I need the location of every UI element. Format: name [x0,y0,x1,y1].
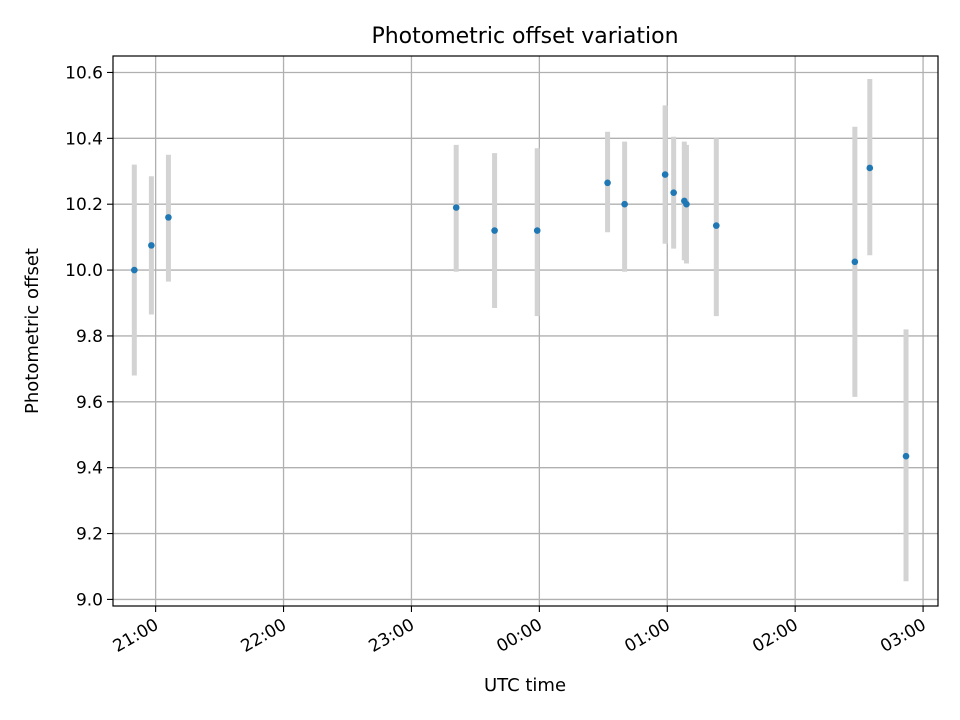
data-point [866,164,874,172]
data-points [131,164,910,460]
y-tick-label: 9.8 [76,327,103,347]
data-point [902,452,910,460]
data-point [604,179,611,187]
plot-frame [112,55,939,607]
data-point [621,200,628,208]
y-tick-label: 9.4 [76,459,103,479]
y-tick-label: 9.0 [76,590,103,610]
data-point [670,189,677,196]
y-tick-label: 10.2 [65,195,103,215]
y-tick-label: 10.0 [65,261,103,281]
x-axis-label: UTC time [484,675,566,696]
data-point [661,171,669,178]
data-point [533,227,541,234]
data-point [131,266,138,274]
data-point [165,214,172,221]
data-point [491,227,498,234]
grid-lines [113,56,938,606]
data-point [712,222,720,229]
data-point [452,204,460,211]
y-axis-label: Photometric offset [22,248,43,414]
y-tick-label: 9.6 [76,393,103,413]
y-tick-label: 10.4 [65,129,103,149]
data-point [683,200,690,208]
data-point [851,258,859,266]
y-tick-label: 10.6 [65,63,103,83]
chart-title: Photometric offset variation [371,24,678,49]
data-point [148,242,155,249]
y-tick-label: 9.2 [76,525,103,545]
